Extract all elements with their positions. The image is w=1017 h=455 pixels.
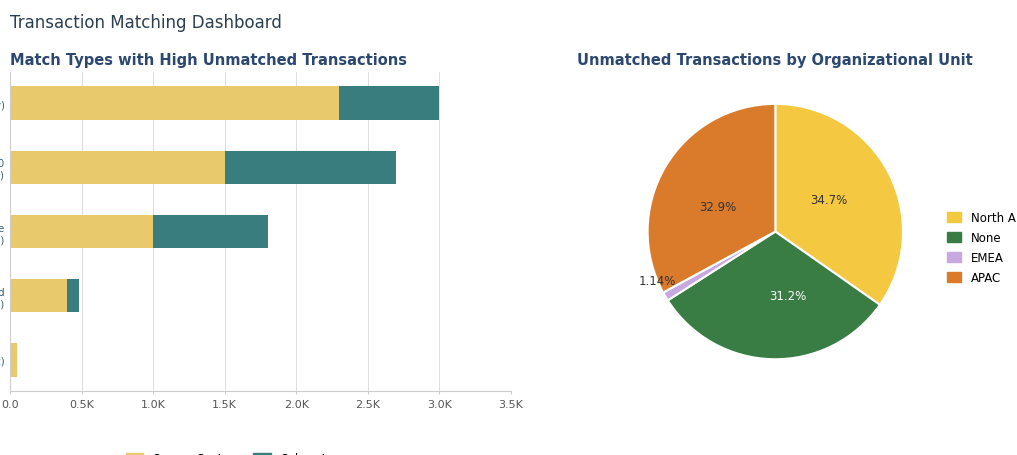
Text: Match Types with High Unmatched Transactions: Match Types with High Unmatched Transact… [10, 52, 407, 67]
Text: Unmatched Transactions by Organizational Unit: Unmatched Transactions by Organizational… [578, 52, 973, 67]
Bar [10, 215, 154, 249]
Bar [10, 279, 67, 313]
Text: 31.2%: 31.2% [770, 289, 806, 302]
Text: 1.14%: 1.14% [639, 274, 676, 287]
Legend: Source System, Subsystem: Source System, Subsystem [126, 452, 345, 455]
Text: Transaction Matching Dashboard: Transaction Matching Dashboard [10, 14, 282, 31]
Wedge shape [775, 105, 903, 305]
Bar [154, 215, 267, 249]
Bar [10, 87, 339, 121]
Legend: North America, None, EMEA, APAC: North America, None, EMEA, APAC [947, 212, 1017, 284]
Wedge shape [663, 232, 775, 301]
Bar [10, 344, 17, 377]
Bar [67, 279, 79, 313]
Wedge shape [648, 105, 775, 293]
Text: 34.7%: 34.7% [811, 194, 847, 207]
Bar [10, 152, 225, 185]
Text: 32.9%: 32.9% [700, 200, 736, 213]
Bar [339, 87, 439, 121]
Wedge shape [668, 232, 880, 359]
Bar [225, 152, 397, 185]
